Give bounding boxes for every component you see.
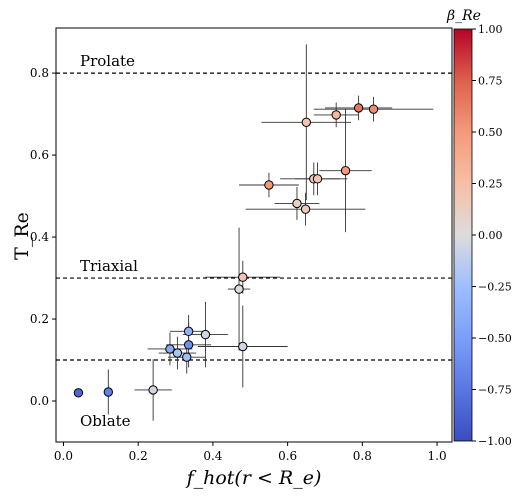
data-point-15: [301, 117, 312, 127]
colorbar-tick-label: −0.75: [478, 384, 512, 397]
data-point-5: [182, 352, 192, 362]
data-point-18: [331, 110, 341, 120]
colorbar-label: β_Re: [446, 8, 481, 24]
data-point-12: [264, 180, 274, 190]
reference-label-oblate: Oblate: [80, 412, 131, 430]
reference-lines: Prolate Triaxial Oblate: [56, 52, 452, 430]
data-point-10: [238, 272, 248, 282]
data-point-8: [200, 329, 211, 340]
data-point-6: [183, 340, 194, 350]
x-tick-label: 1.0: [428, 449, 447, 463]
colorbar-tick-label: 0.75: [478, 75, 503, 88]
data-point-1: [103, 387, 114, 397]
data-point-4: [172, 348, 183, 358]
data-point-21: [368, 104, 379, 114]
y-tick-label: 0.8: [30, 66, 49, 80]
x-tick-label: 0.6: [278, 449, 297, 463]
colorbar-tick-label: −0.25: [478, 281, 512, 294]
reference-label-prolate: Prolate: [80, 52, 135, 70]
plot-frame: [55, 27, 453, 443]
error-bars: [107, 44, 434, 421]
colorbar-tick-label: 0.50: [478, 126, 503, 139]
y-tick-label: 0.4: [30, 230, 49, 244]
data-point-13: [292, 198, 302, 209]
colorbar-tick-label: 1.00: [478, 23, 503, 36]
data-point-2: [148, 385, 158, 395]
x-tick-label: 0.8: [353, 449, 372, 463]
x-tick-label: 0.4: [203, 449, 222, 463]
y-tick-label: 0.0: [30, 394, 49, 408]
data-point-3: [165, 344, 175, 354]
colorbar-tick-label: −0.50: [478, 332, 512, 345]
data-point-17: [312, 174, 323, 184]
x-tick-label: 0.0: [54, 449, 73, 463]
reference-label-triaxial: Triaxial: [80, 257, 138, 275]
data-point-14: [300, 204, 311, 214]
y-tick-label: 0.6: [30, 148, 49, 162]
y-tick-label: 0.2: [30, 312, 49, 326]
x-tick-label: 0.2: [129, 449, 148, 463]
data-point-9: [234, 284, 244, 294]
colorbar-tick-label: 0.00: [478, 229, 503, 242]
y-axis-ticks: 0.0 0.2 0.4 0.6 0.8: [30, 66, 56, 408]
colorbar-tick-label: −1.00: [478, 435, 512, 448]
x-axis-label: f_hot(r < R_e): [185, 467, 322, 489]
data-point-7: [183, 326, 194, 337]
data-point-19: [340, 165, 351, 176]
data-point-0: [73, 388, 84, 398]
data-point-11: [238, 341, 248, 352]
colorbar: [453, 28, 473, 442]
colorbar-tick-label: 0.25: [478, 178, 503, 191]
data-points: [73, 103, 379, 398]
y-axis-label: T_Re: [11, 212, 33, 260]
data-point-20: [353, 103, 364, 113]
x-axis-ticks: 0.0 0.2 0.4 0.6 0.8 1.0: [54, 442, 447, 463]
colorbar-ticks: 1.00 0.75 0.50 0.25 0.00 −0.25 −0.50 −0.75 −1.00: [472, 23, 512, 448]
